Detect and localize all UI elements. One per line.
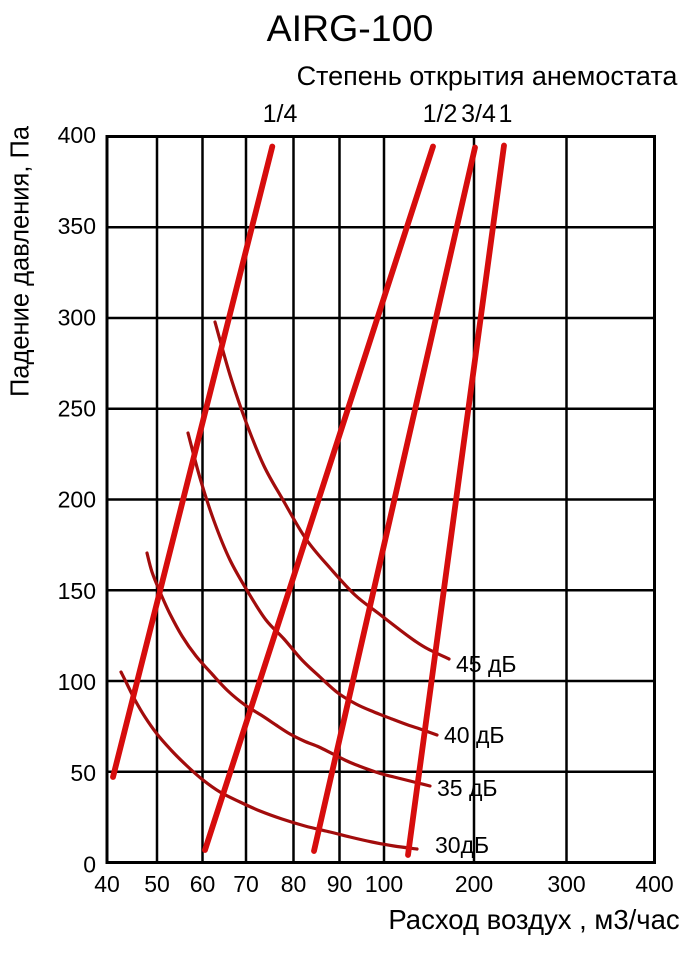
svg-text:30дБ: 30дБ: [435, 832, 489, 858]
svg-text:70: 70: [233, 871, 259, 897]
svg-text:200: 200: [455, 871, 493, 897]
svg-text:40: 40: [94, 871, 120, 897]
svg-text:300: 300: [547, 871, 585, 897]
svg-text:1/2: 1/2: [423, 100, 458, 128]
svg-text:1: 1: [499, 100, 513, 128]
svg-text:400: 400: [58, 122, 96, 148]
svg-text:35 дБ: 35 дБ: [437, 775, 498, 801]
svg-text:0: 0: [83, 851, 96, 877]
svg-text:60: 60: [190, 871, 216, 897]
svg-text:150: 150: [58, 578, 96, 604]
svg-text:3/4: 3/4: [461, 100, 496, 128]
svg-text:Падение давления, Па: Падение давления, Па: [7, 125, 35, 397]
svg-text:200: 200: [58, 487, 96, 513]
svg-text:45 дБ: 45 дБ: [456, 651, 517, 677]
svg-text:Степень открытия анемостата: Степень открытия анемостата: [297, 61, 679, 91]
svg-text:250: 250: [58, 396, 96, 422]
svg-text:350: 350: [58, 213, 96, 239]
svg-text:50: 50: [144, 871, 170, 897]
svg-text:80: 80: [281, 871, 307, 897]
svg-text:Расход воздух , м3/час: Расход воздух , м3/час: [388, 904, 680, 935]
svg-text:50: 50: [70, 760, 96, 786]
svg-text:90: 90: [327, 871, 353, 897]
svg-text:400: 400: [635, 871, 673, 897]
svg-text:AIRG-100: AIRG-100: [267, 7, 434, 49]
svg-text:1/4: 1/4: [263, 100, 298, 128]
svg-text:100: 100: [365, 871, 403, 897]
svg-text:40 дБ: 40 дБ: [444, 722, 505, 748]
svg-text:100: 100: [58, 669, 96, 695]
svg-text:300: 300: [58, 304, 96, 330]
